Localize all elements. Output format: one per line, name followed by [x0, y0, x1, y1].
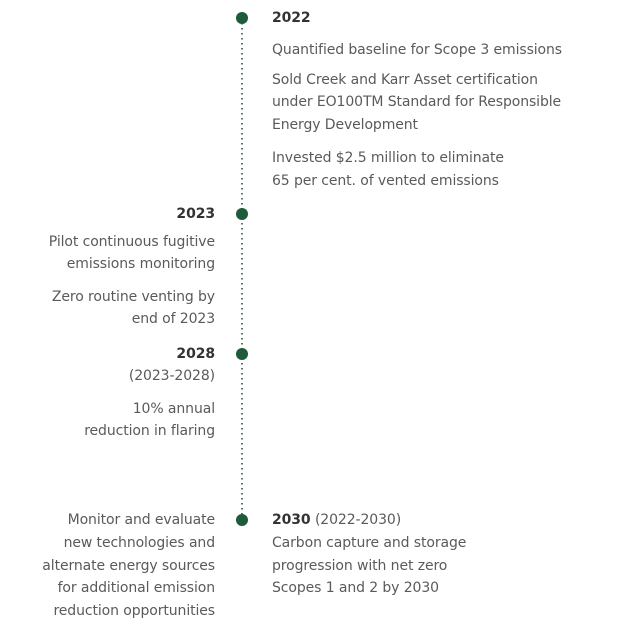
- milestone-text: Invested $2.5 million to eliminate: [272, 150, 504, 166]
- milestone-text: Quantified baseline for Scope 3 emission…: [272, 42, 562, 58]
- milestone-text: 10% annual: [132, 401, 215, 417]
- milestone-text: Sold Creek and Karr Asset certification: [272, 72, 538, 88]
- milestone-heading: 2030 (2022-2030): [272, 509, 401, 531]
- milestone-period: (2023-2028): [128, 368, 215, 384]
- milestone-side-text: new technologies and: [63, 535, 216, 551]
- milestone-year: 2022: [272, 10, 311, 26]
- milestone-dot: [236, 12, 248, 24]
- milestone-dot: [236, 208, 248, 220]
- milestone-text: emissions monitoring: [66, 256, 215, 272]
- milestone-text: Zero routine venting by: [51, 289, 215, 305]
- milestone-dot: [236, 348, 248, 360]
- milestone-year: 2030: [272, 512, 311, 528]
- milestone-text: under EO100TM Standard for Responsible: [272, 94, 562, 110]
- milestone-side-text: for additional emission: [57, 580, 216, 596]
- milestone-period: (2022-2030): [314, 512, 402, 528]
- milestone-text: Scopes 1 and 2 by 2030: [272, 580, 439, 596]
- milestone-side-text: alternate energy sources: [42, 558, 215, 574]
- milestone-side-text: reduction opportunities: [53, 603, 215, 619]
- milestone-year: 2028: [176, 346, 215, 362]
- milestone-text: Energy Development: [272, 117, 418, 133]
- milestone-text: reduction in flaring: [84, 423, 215, 439]
- milestone-text: Carbon capture and storage: [272, 535, 467, 551]
- milestone-year: 2023: [176, 206, 215, 222]
- milestone-dot: [236, 514, 248, 526]
- milestone-text: Pilot continuous fugitive: [48, 234, 215, 250]
- milestone-text: progression with net zero: [272, 558, 448, 574]
- milestone-text: 65 per cent. of vented emissions: [272, 173, 499, 189]
- milestone-side-text: Monitor and evaluate: [67, 512, 215, 528]
- milestone-text: end of 2023: [131, 311, 215, 327]
